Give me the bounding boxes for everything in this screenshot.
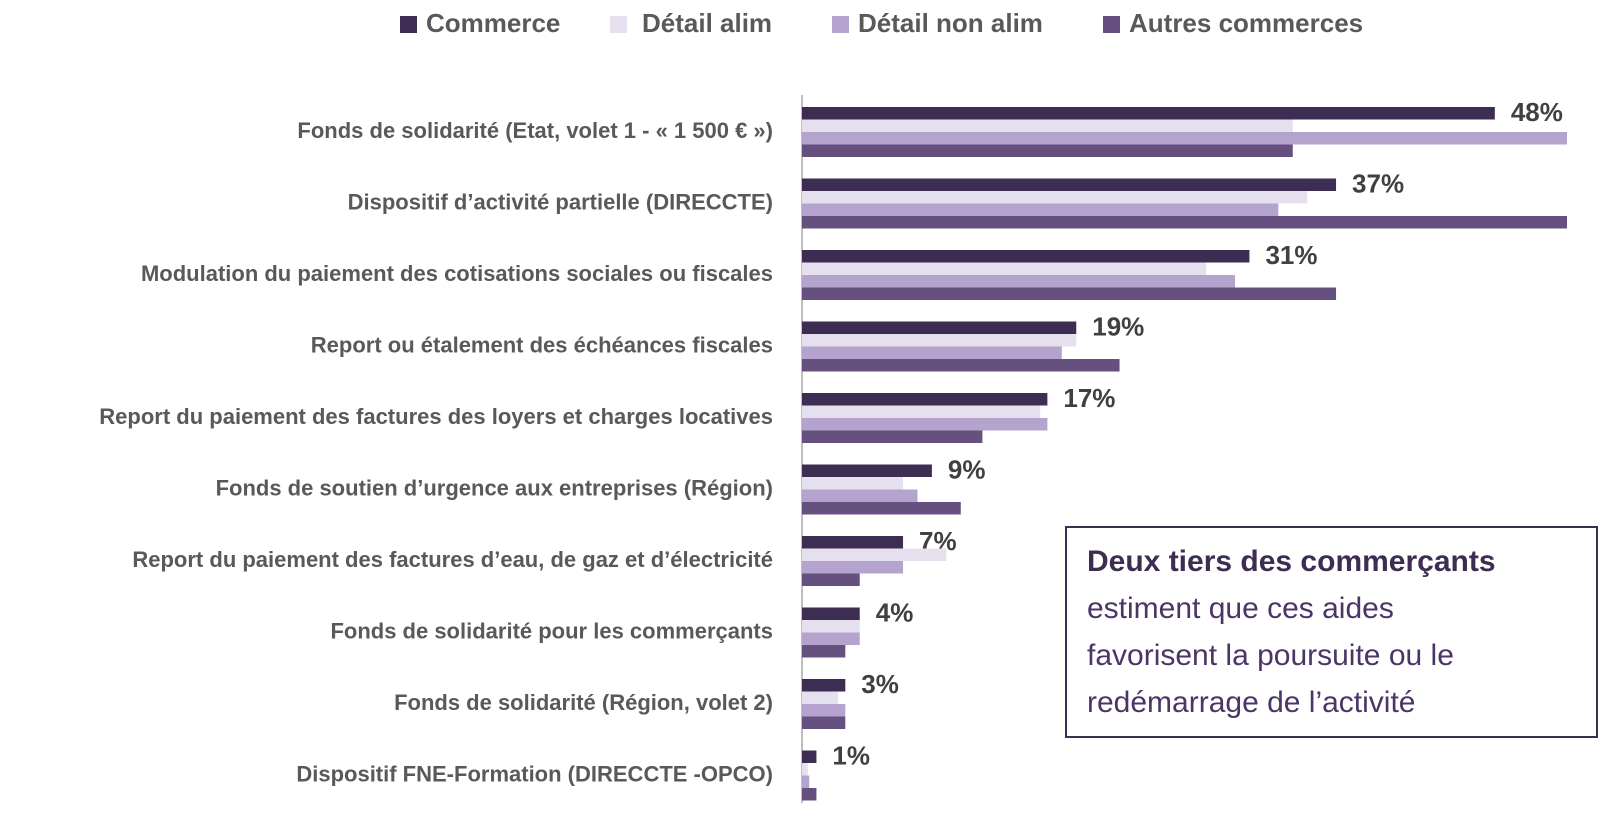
bar — [802, 502, 961, 515]
annotation-title: Deux tiers des commerçants — [1087, 545, 1496, 578]
category-label: Fonds de solidarité (Région, volet 2) — [394, 690, 773, 715]
category-label: Modulation du paiement des cotisations s… — [141, 261, 773, 286]
bar — [802, 632, 860, 645]
bar — [802, 763, 808, 776]
bar — [802, 489, 918, 502]
annotation-line: favorisent la poursuite ou le — [1087, 639, 1454, 672]
category-label: Dispositif FNE-Formation (DIRECCTE -OPCO… — [296, 761, 773, 786]
bar — [802, 679, 846, 692]
annotation-line: redémarrage de l’activité — [1087, 686, 1416, 719]
bar — [802, 477, 904, 490]
bar — [802, 788, 817, 801]
bar — [802, 393, 1048, 406]
data-label: 17% — [1063, 383, 1115, 413]
bar — [802, 250, 1250, 263]
data-label: 1% — [832, 741, 870, 771]
bar — [802, 334, 1077, 347]
legend-label: Commerce — [426, 8, 560, 38]
annotation-box — [1065, 526, 1598, 738]
legend-label: Détail alim — [642, 8, 772, 38]
bar — [802, 216, 1567, 229]
bar — [802, 132, 1567, 145]
bar — [802, 191, 1308, 204]
bar — [802, 262, 1207, 275]
data-label: 48% — [1511, 97, 1563, 127]
bar — [802, 178, 1337, 191]
bar — [802, 620, 860, 633]
data-label: 31% — [1265, 240, 1317, 270]
data-label: 3% — [861, 669, 899, 699]
bar — [802, 144, 1293, 157]
bar — [802, 464, 932, 477]
category-label: Fonds de solidarité pour les commerçants — [330, 618, 773, 643]
category-label: Fonds de solidarité (Etat, volet 1 - « 1… — [297, 118, 773, 143]
bar — [802, 203, 1279, 216]
bar — [802, 607, 860, 620]
legend-label: Détail non alim — [858, 8, 1043, 38]
bar — [802, 119, 1293, 132]
bar — [802, 536, 904, 549]
legend-label: Autres commerces — [1129, 8, 1363, 38]
annotation-line: estiment que ces aides — [1087, 592, 1394, 625]
bar — [802, 418, 1048, 431]
category-label: Report du paiement des factures d’eau, d… — [132, 547, 773, 572]
category-label: Report ou étalement des échéances fiscal… — [311, 332, 773, 357]
bar — [802, 750, 817, 763]
bar — [802, 645, 846, 658]
bar — [802, 548, 947, 561]
category-label: Dispositif d’activité partielle (DIRECCT… — [348, 189, 773, 214]
legend-swatch — [832, 16, 849, 33]
bar — [802, 430, 983, 443]
bar — [802, 691, 839, 704]
data-label: 37% — [1352, 169, 1404, 199]
category-label: Report du paiement des factures des loye… — [99, 404, 773, 429]
bar — [802, 346, 1062, 359]
data-label: 9% — [948, 455, 986, 485]
bar — [802, 716, 846, 729]
legend-swatch — [1103, 16, 1120, 33]
bar — [802, 405, 1041, 418]
bar — [802, 359, 1120, 372]
legend-swatch — [610, 16, 627, 33]
bar — [802, 287, 1337, 300]
bar — [802, 321, 1077, 334]
bar — [802, 275, 1236, 288]
bar — [802, 561, 904, 574]
bar — [802, 704, 846, 717]
data-label: 4% — [876, 598, 914, 628]
legend-swatch — [400, 16, 417, 33]
category-label: Fonds de soutien d’urgence aux entrepris… — [216, 475, 773, 500]
bar — [802, 573, 860, 586]
bar — [802, 775, 810, 788]
bar — [802, 107, 1495, 120]
data-label: 19% — [1092, 312, 1144, 342]
